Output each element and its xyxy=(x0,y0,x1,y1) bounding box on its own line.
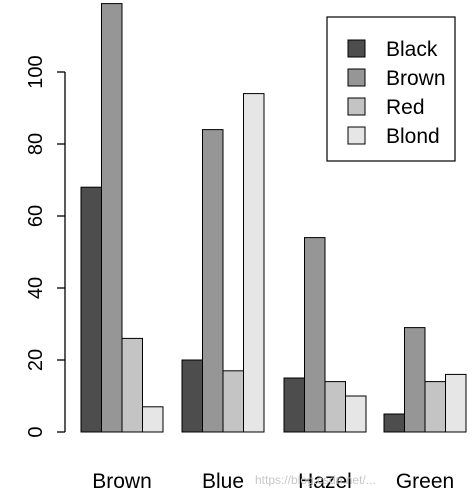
bars-group xyxy=(80,3,467,433)
bar-blue-black xyxy=(181,359,203,433)
y-tick-label: 40 xyxy=(25,277,47,299)
watermark-text: https://blog.csdn.net/... xyxy=(255,473,376,487)
x-axis-labels: Brown Blue Hazel Green xyxy=(92,470,454,493)
bar-brown-blond xyxy=(142,406,164,433)
bar-hazel-brown xyxy=(304,237,326,433)
x-category-label: Hazel xyxy=(298,470,352,493)
legend-swatch xyxy=(347,126,366,145)
legend-label: Red xyxy=(386,96,425,119)
bar-hazel-red xyxy=(324,381,346,433)
bar-green-blond xyxy=(445,373,467,433)
x-category-label: Green xyxy=(396,470,454,493)
bar-brown-brown xyxy=(101,3,123,433)
y-tick-label: 20 xyxy=(25,349,47,371)
y-tick-label: 80 xyxy=(25,133,47,155)
legend-label: Brown xyxy=(386,67,446,90)
legend-swatch xyxy=(347,97,366,116)
legend-label: Black xyxy=(386,38,438,61)
bar-green-red xyxy=(424,381,446,433)
bar-green-black xyxy=(383,413,405,433)
y-axis: 0 20 40 60 80 100 xyxy=(25,55,66,438)
bar-blue-brown xyxy=(202,129,224,433)
bar-green-brown xyxy=(404,327,426,433)
legend-swatch xyxy=(347,68,366,87)
bar-brown-black xyxy=(80,186,102,433)
x-category-label: Brown xyxy=(92,470,152,493)
legend-swatch xyxy=(347,39,366,58)
bar-blue-blond xyxy=(243,93,265,433)
bar-hazel-black xyxy=(283,377,305,433)
bar-brown-red xyxy=(121,337,143,433)
bar-hazel-blond xyxy=(345,395,367,433)
y-tick-label: 0 xyxy=(25,426,47,437)
legend-label: Blond xyxy=(386,125,440,148)
bar-blue-red xyxy=(222,370,244,433)
legend: Black Brown Red Blond xyxy=(326,16,456,162)
y-tick-label: 60 xyxy=(25,205,47,227)
y-tick-label: 100 xyxy=(25,55,47,88)
x-category-label: Blue xyxy=(202,470,244,493)
